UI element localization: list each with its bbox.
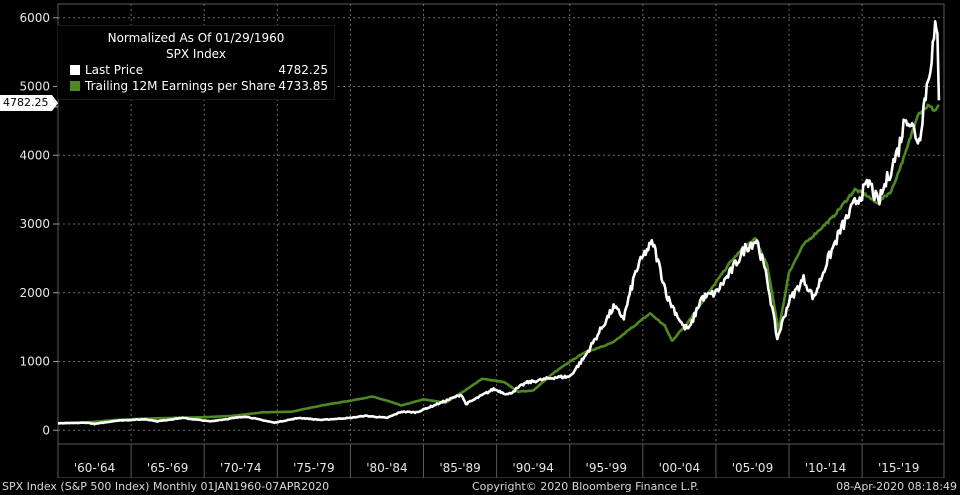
y-tick-label: 1000 [19,355,50,369]
legend-value-last-price: 4782.25 [278,63,328,77]
x-tick-label: '85-'89 [439,461,480,475]
x-tick-label: '15-'19 [878,461,919,475]
legend-swatch-green [70,81,80,91]
y-tick-label: 0 [42,423,50,437]
footer-timestamp: 08-Apr-2020 08:18:49 [836,480,957,493]
legend-title-line2: SPX Index [166,47,226,61]
x-tick-label: '60-'64 [74,461,115,475]
legend-entry-eps: Trailing 12M Earnings per Share 4733.85 [58,78,334,94]
x-tick-label: '90-'94 [512,461,553,475]
chart-legend: Normalized As Of 01/29/1960 SPX Index La… [57,25,335,100]
legend-swatch-white [70,65,80,75]
y-tick-label: 4000 [19,148,50,162]
x-tick-label: '05-'09 [732,461,773,475]
chart-footer: SPX Index (S&P 500 Index) Monthly 01JAN1… [0,478,960,495]
y-tick-label: 2000 [19,286,50,300]
legend-label-last-price: Last Price [85,63,144,77]
last-value-tag: 4782.25 [0,95,57,111]
legend-title-line1: Normalized As Of 01/29/1960 [107,31,285,45]
footer-copyright: Copyright© 2020 Bloomberg Finance L.P. [472,480,699,493]
legend-entry-last-price: Last Price 4782.25 [58,62,334,78]
x-tick-label: '80-'84 [366,461,407,475]
x-tick-label: '00-'04 [659,461,700,475]
y-tick-label: 6000 [19,11,50,25]
x-tick-label: '95-'99 [586,461,627,475]
series-line-last-price [57,20,941,426]
plot-frame [57,3,945,478]
series-line-eps [57,103,940,425]
x-tick-label: '70-'74 [220,461,261,475]
y-tick-label: 5000 [19,80,50,94]
x-tick-label: '65-'69 [147,461,188,475]
x-tick-label: '10-'14 [805,461,846,475]
footer-security: SPX Index (S&P 500 Index) Monthly 01JAN1… [2,480,330,493]
x-tick-label: '75-'79 [293,461,334,475]
legend-label-eps: Trailing 12M Earnings per Share [85,79,276,93]
y-tick-label: 3000 [19,217,50,231]
price-earnings-chart: 0 1000 2000 3000 4000 5000 6000 '60-'64 '65-'69 '… [0,3,945,478]
legend-value-eps: 4733.85 [278,79,328,93]
